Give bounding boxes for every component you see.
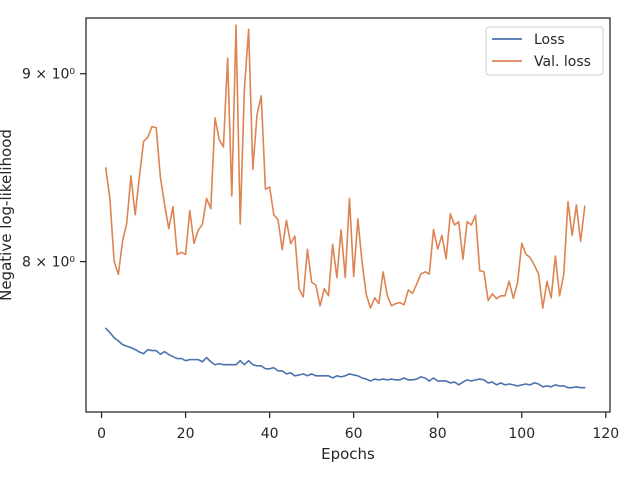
y-axis-ticks: 8 × 10⁰ 9 × 10⁰ xyxy=(22,67,86,271)
series-line-val-loss xyxy=(104,24,586,309)
plot-frame xyxy=(85,17,611,413)
series-line-loss xyxy=(104,327,586,389)
y-tick-label: 9 × 10⁰ xyxy=(22,67,75,83)
x-axis-ticks: 0 20 40 60 80 100 120 xyxy=(97,412,619,442)
x-tick-label: 80 xyxy=(429,426,447,442)
legend-label: Loss xyxy=(534,32,565,48)
x-tick-label: 120 xyxy=(592,426,619,442)
x-tick-label: 60 xyxy=(345,426,363,442)
legend: Loss Val. loss xyxy=(485,26,604,76)
legend-label: Val. loss xyxy=(534,54,591,70)
x-tick-label: 0 xyxy=(97,426,106,442)
x-axis-label: Epochs xyxy=(321,445,375,463)
x-tick-label: 100 xyxy=(508,426,535,442)
y-tick-label: 8 × 10⁰ xyxy=(22,255,75,271)
series-layer xyxy=(104,24,586,389)
x-tick-label: 40 xyxy=(261,426,279,442)
x-tick-label: 20 xyxy=(177,426,195,442)
y-axis-label: Negative log-likelihood xyxy=(0,129,15,301)
